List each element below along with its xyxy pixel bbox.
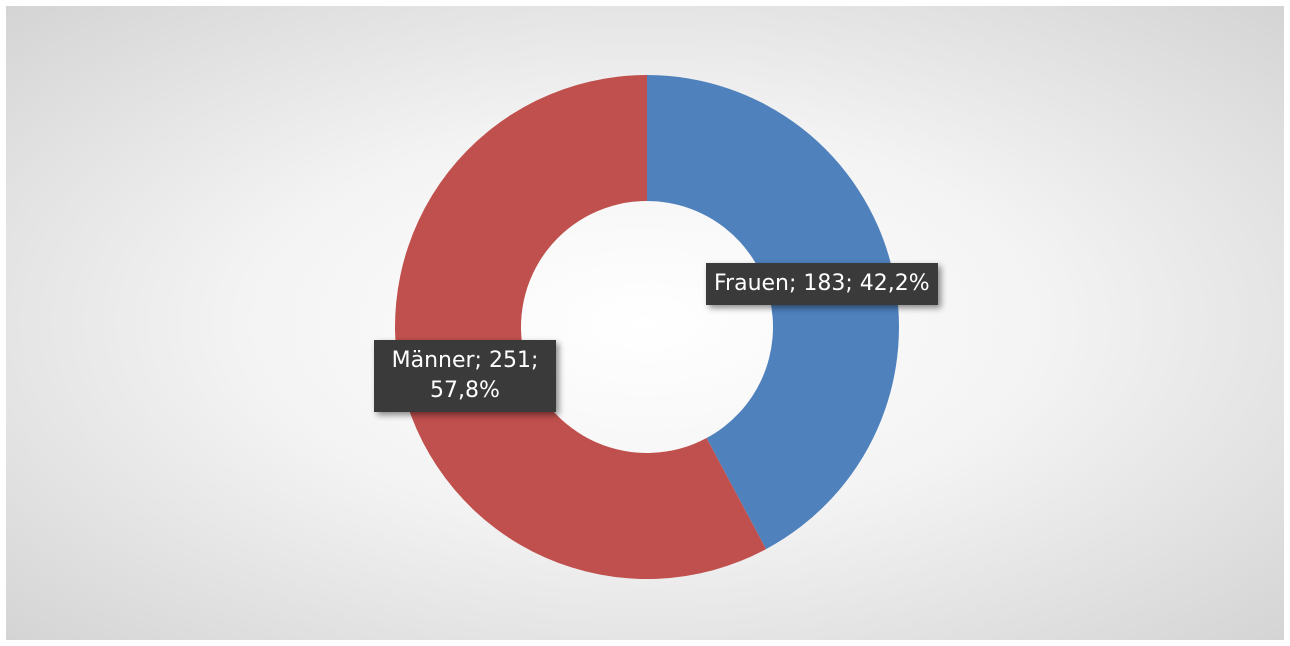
donut-slice [395, 75, 767, 579]
data-label: Frauen; 183; 42,2% [706, 263, 938, 305]
chart [395, 75, 900, 579]
data-label: Männer; 251; 57,8% [374, 340, 556, 412]
chart-area: Frauen; 183; 42,2% Männer; 251; 57,8% [6, 6, 1284, 640]
donut-slice [647, 75, 900, 550]
